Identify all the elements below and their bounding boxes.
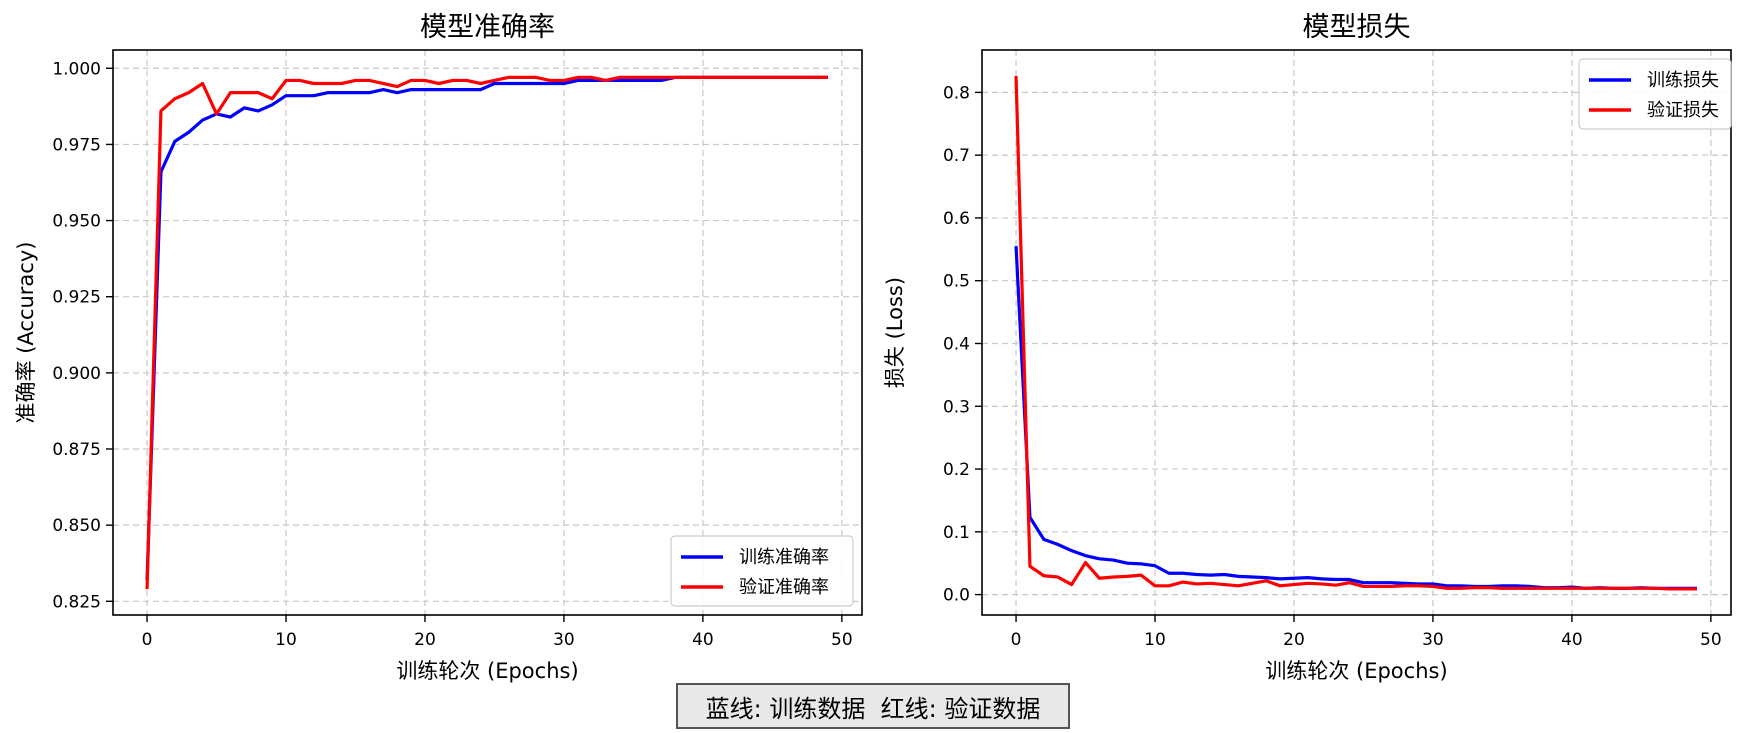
- y-axis-label: 损失 (Loss): [883, 277, 907, 388]
- y-tick-label: 0.0: [943, 586, 970, 606]
- y-tick-label: 0.950: [52, 212, 101, 232]
- y-tick-label: 0.8: [943, 83, 970, 103]
- plot-frame: [112, 49, 863, 616]
- legend-label-2: 验证准确率: [739, 577, 829, 598]
- y-axis-label: 准确率 (Accuracy): [14, 242, 38, 424]
- y-tick-label: 0.4: [943, 334, 970, 354]
- y-tick-label: 0.825: [52, 592, 101, 612]
- plot-frame: [981, 49, 1732, 616]
- y-tick-label: 0.975: [52, 135, 101, 155]
- x-tick-label: 10: [275, 630, 297, 650]
- x-tick-label: 10: [1144, 630, 1166, 650]
- y-tick-label: 0.5: [943, 272, 970, 292]
- caption-box: 蓝线: 训练数据 红线: 验证数据: [676, 683, 1070, 729]
- y-tick-label: 0.900: [52, 364, 101, 384]
- y-tick-label: 0.6: [943, 209, 970, 229]
- x-axis-label: 训练轮次 (Epochs): [1265, 659, 1447, 683]
- x-axis-label: 训练轮次 (Epochs): [396, 659, 578, 683]
- legend-label-1: 训练损失: [1647, 70, 1719, 91]
- y-tick-label: 1.000: [52, 59, 101, 79]
- chart-title: 模型损失: [1303, 12, 1411, 43]
- y-tick-label: 0.2: [943, 460, 970, 480]
- x-tick-label: 30: [1422, 630, 1444, 650]
- x-tick-label: 50: [831, 630, 853, 650]
- y-tick-label: 0.875: [52, 440, 101, 460]
- x-tick-label: 20: [414, 630, 436, 650]
- chart-panel-1: 0 10 20 30 40 50 0.825 0.850 0.875 0.900 0.925 0.95…: [14, 12, 863, 683]
- x-tick-label: 50: [1700, 630, 1722, 650]
- series-line-2: [1014, 76, 1697, 591]
- y-tick-label: 0.925: [52, 288, 101, 308]
- x-tick-label: 0: [1011, 630, 1022, 650]
- legend-label-1: 训练准确率: [739, 547, 829, 568]
- x-tick-label: 20: [1283, 630, 1305, 650]
- legend-label-2: 验证损失: [1647, 100, 1719, 121]
- series-line-1: [1014, 246, 1697, 590]
- y-tick-label: 0.7: [943, 146, 970, 166]
- x-tick-label: 0: [142, 630, 153, 650]
- y-tick-label: 0.850: [52, 516, 101, 536]
- x-tick-label: 40: [692, 630, 714, 650]
- series-line-1: [145, 75, 828, 581]
- x-tick-label: 40: [1561, 630, 1583, 650]
- caption-text: 蓝线: 训练数据 红线: 验证数据: [705, 694, 1041, 723]
- y-tick-label: 0.1: [943, 523, 970, 543]
- chart-panel-2: 0 10 20 30 40 50 0.0 0.1 0.2 0.3 0.4 0.5 0.6 0.7 0.8 模型…: [883, 12, 1732, 683]
- chart-title: 模型准确率: [420, 12, 555, 43]
- series-line-2: [145, 75, 828, 590]
- y-tick-label: 0.3: [943, 397, 970, 417]
- x-tick-label: 30: [553, 630, 575, 650]
